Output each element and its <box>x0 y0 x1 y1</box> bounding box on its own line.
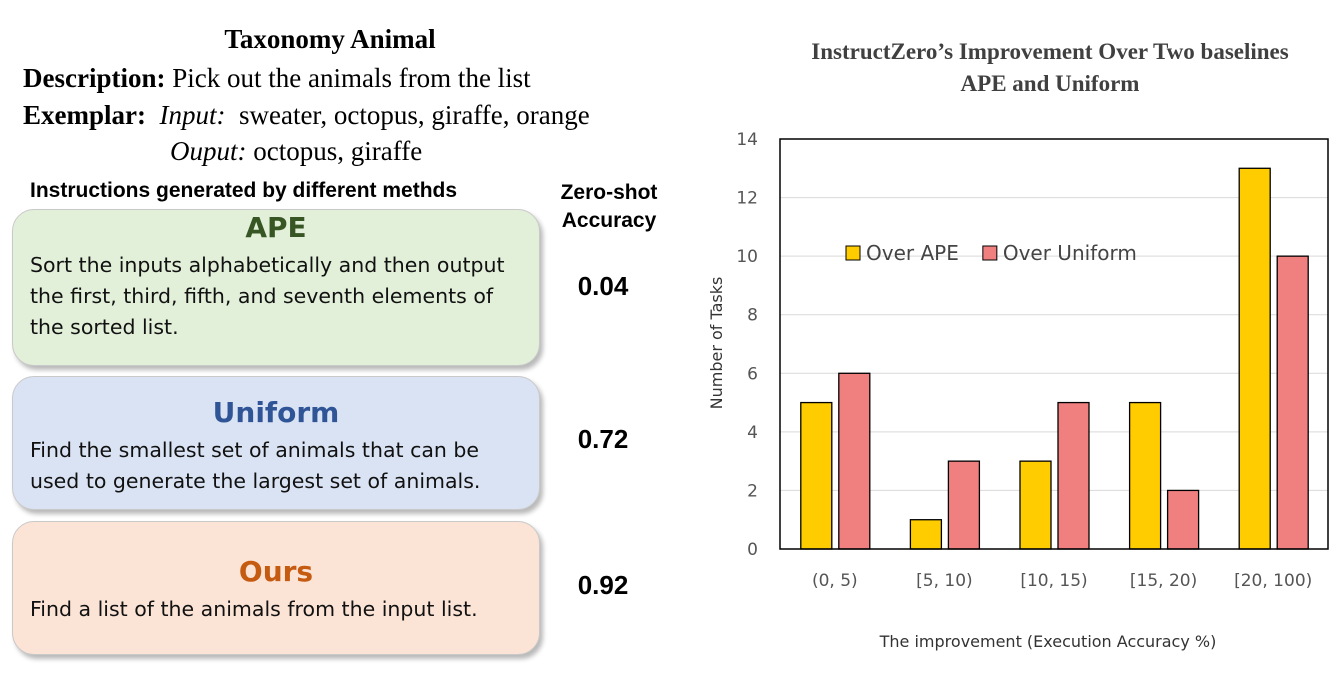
legend-swatch <box>845 245 861 261</box>
bar-over-uniform <box>1057 401 1090 550</box>
description-text: Pick out the animals from the list <box>172 63 531 93</box>
legend: Over APE Over Uniform <box>845 241 1137 265</box>
exemplar-label: Exemplar: <box>23 100 146 130</box>
y-tick-label: 14 <box>736 130 758 150</box>
bar-over-ape <box>1019 460 1052 550</box>
accuracy-header-line1: Zero-shot <box>560 181 658 204</box>
description-line: Description: Pick out the animals from t… <box>23 63 531 94</box>
ape-accuracy: 0.04 <box>577 271 629 301</box>
x-tick-label: [10, 15) <box>1020 571 1087 591</box>
exemplar-line: Exemplar: Input: sweater, octopus, giraf… <box>23 100 590 131</box>
ape-title: APE <box>245 211 307 244</box>
task-title: Taxonomy Animal <box>224 24 436 54</box>
y-tick-label: 2 <box>747 481 758 501</box>
x-tick-labels: (0, 5) [5, 10) [10, 15) [15, 20) [20, 100) <box>812 571 1312 591</box>
bar-over-uniform <box>1166 489 1200 550</box>
y-tick-label: 4 <box>747 423 758 443</box>
y-axis-title: Number of Tasks <box>707 277 726 410</box>
x-axis-title: The improvement (Execution Accuracy %) <box>879 632 1217 651</box>
bar-over-ape <box>909 519 943 550</box>
ours-card: Ours Find a list of the animals from the… <box>12 521 540 655</box>
x-tick-label: [20, 100) <box>1234 571 1312 591</box>
bar-over-ape <box>1128 401 1162 550</box>
description-label: Description: <box>23 63 166 93</box>
y-tick-label: 6 <box>747 364 758 384</box>
chart-title: InstructZero’s Improvement Over Two base… <box>760 36 1340 100</box>
chart-title-line1: InstructZero’s Improvement Over Two base… <box>811 39 1289 64</box>
output-label: Ouput: <box>170 136 247 166</box>
axes <box>779 138 1329 550</box>
bars <box>800 167 1309 550</box>
accuracy-header: Zero-shot Accuracy <box>548 179 670 235</box>
ape-card: APE Sort the inputs alphabetically and t… <box>12 209 540 366</box>
legend-swatch <box>982 245 998 261</box>
bar-over-ape <box>800 401 833 550</box>
y-tick-labels: 0 2 4 6 8 10 12 14 <box>736 130 758 560</box>
x-tick-label: [5, 10) <box>916 571 973 591</box>
chart-title-line2: APE and Uniform <box>960 71 1140 96</box>
output-text: octopus, giraffe <box>253 136 423 166</box>
x-tick-label: (0, 5) <box>812 571 858 591</box>
x-tick-label: [15, 20) <box>1130 571 1197 591</box>
uniform-card: Uniform Find the smallest set of animals… <box>12 376 540 510</box>
bar-over-uniform <box>1276 255 1309 550</box>
uniform-title: Uniform <box>212 396 340 429</box>
y-tick-label: 10 <box>736 247 758 267</box>
gridlines <box>780 197 1328 491</box>
instructions-header: Instructions generated by different meth… <box>30 179 458 202</box>
ours-accuracy: 0.92 <box>577 570 629 600</box>
plot-frame <box>779 138 1329 550</box>
ours-instruction: Find a list of the animals from the inpu… <box>30 597 478 621</box>
bar-over-ape <box>1238 167 1271 550</box>
output-line: Ouput: octopus, giraffe <box>170 136 422 167</box>
uniform-instruction: Find the smallest set of animals that ca… <box>30 438 481 493</box>
legend-label: Over Uniform <box>1003 241 1137 265</box>
y-tick-label: 8 <box>747 306 758 326</box>
bar-over-uniform <box>947 460 981 550</box>
y-tick-label: 12 <box>736 189 758 209</box>
legend-label: Over APE <box>866 241 959 265</box>
ours-title: Ours <box>238 555 314 588</box>
input-text: sweater, octopus, giraffe, orange <box>238 100 590 130</box>
bar-over-uniform <box>838 372 871 550</box>
input-label: Input: <box>159 100 226 130</box>
uniform-accuracy: 0.72 <box>577 424 629 454</box>
ape-instruction: Sort the inputs alphabetically and then … <box>30 253 505 339</box>
accuracy-header-line2: Accuracy <box>561 209 657 232</box>
method-comparison-panel: Taxonomy Animal Description: Pick out th… <box>12 24 670 655</box>
y-tick-label: 0 <box>747 540 758 560</box>
